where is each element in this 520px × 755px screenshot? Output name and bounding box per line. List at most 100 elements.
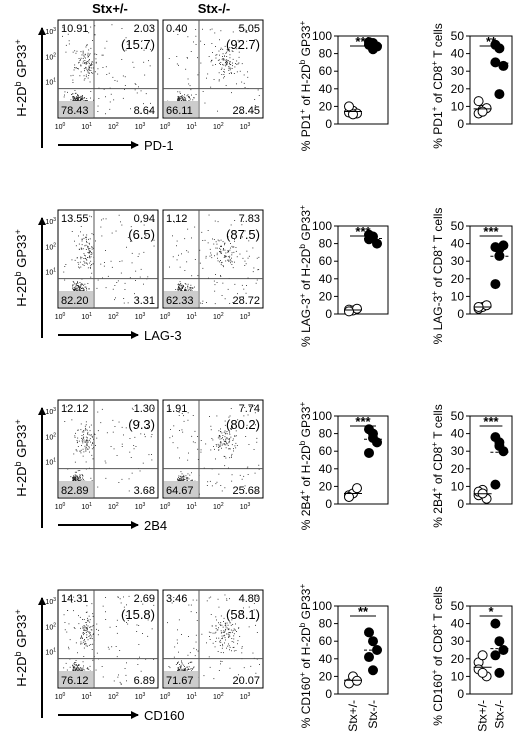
density-dot	[87, 668, 89, 670]
density-dot	[239, 636, 241, 637]
density-dot	[74, 474, 76, 476]
density-dot	[87, 283, 89, 284]
density-dot	[227, 633, 229, 635]
density-dot	[256, 596, 258, 597]
tick-base: 10	[45, 29, 53, 36]
density-dot	[72, 289, 74, 290]
density-dot	[181, 663, 183, 665]
density-dot	[80, 286, 82, 288]
density-dot	[233, 641, 235, 643]
density-dot	[187, 78, 189, 80]
density-dot	[236, 60, 238, 62]
density-dot	[243, 607, 244, 609]
density-dot	[225, 639, 226, 641]
density-dot	[227, 60, 229, 62]
density-dot	[73, 479, 75, 481]
density-dot	[225, 52, 227, 54]
density-dot	[202, 240, 204, 241]
density-dot	[80, 641, 82, 643]
density-dot	[219, 39, 220, 41]
superscript: b	[297, 59, 307, 64]
density-dot	[135, 84, 137, 85]
label-part: % CD160	[431, 674, 445, 726]
density-dot	[231, 456, 232, 458]
density-dot	[217, 239, 219, 241]
significance-stars: ***	[355, 224, 371, 239]
density-dot	[187, 668, 189, 670]
density-dot	[220, 630, 222, 632]
density-dot	[220, 260, 221, 261]
density-dot	[224, 634, 226, 636]
density-dot	[222, 626, 224, 628]
density-dot	[208, 631, 210, 633]
density-dot	[105, 462, 107, 464]
density-dot	[93, 438, 94, 440]
density-dot	[81, 668, 83, 670]
label-part: of H-2D	[299, 627, 313, 672]
density-dot	[80, 423, 82, 425]
density-dot	[254, 412, 256, 414]
density-dot	[228, 637, 230, 638]
density-dot	[83, 656, 85, 657]
tick-exponent: 2	[116, 692, 119, 698]
density-dot	[216, 629, 218, 631]
density-dot	[85, 627, 87, 629]
density-dot	[75, 432, 76, 434]
density-dot	[77, 479, 78, 481]
density-dot	[85, 450, 87, 452]
density-dot	[256, 598, 258, 600]
density-dot	[222, 443, 224, 445]
density-dot	[85, 286, 87, 288]
density-dot	[234, 66, 236, 68]
density-dot	[68, 623, 70, 625]
density-dot	[116, 282, 118, 283]
density-dot	[181, 669, 183, 671]
quadrant-value: 0.40	[166, 23, 187, 35]
density-dot	[125, 49, 127, 51]
density-dot	[83, 55, 85, 57]
density-dot	[78, 615, 79, 617]
density-dot	[192, 99, 194, 101]
density-dot	[80, 97, 82, 99]
density-dot	[169, 409, 171, 411]
density-dot	[228, 628, 230, 630]
density-dot	[234, 261, 235, 263]
density-dot	[133, 448, 135, 450]
density-dot	[79, 75, 81, 77]
density-dot	[89, 256, 90, 258]
density-dot	[179, 99, 180, 101]
density-dot	[91, 246, 92, 248]
density-dot	[80, 597, 82, 599]
density-dot	[201, 633, 203, 635]
density-dot	[179, 457, 180, 459]
label-part: % 2B4	[431, 492, 445, 528]
density-dot	[245, 31, 247, 33]
density-dot	[188, 97, 190, 99]
density-dot	[86, 61, 88, 62]
density-dot	[76, 287, 78, 289]
density-dot	[185, 98, 187, 100]
density-dot	[85, 100, 87, 101]
density-dot	[221, 624, 223, 626]
density-dot	[178, 254, 179, 256]
density-dot	[187, 36, 189, 38]
density-dot	[69, 666, 71, 668]
density-dot	[167, 622, 168, 624]
density-dot	[136, 624, 138, 626]
density-dot	[120, 272, 122, 274]
density-dot	[76, 475, 78, 477]
density-dot	[242, 221, 244, 222]
density-dot	[91, 253, 93, 255]
density-dot	[115, 646, 117, 647]
density-dot	[85, 63, 87, 65]
density-dot	[102, 54, 104, 56]
superscript: b	[13, 81, 23, 86]
density-dot	[213, 239, 215, 240]
density-dot	[83, 640, 85, 641]
density-dot	[92, 72, 94, 74]
density-dot	[84, 283, 86, 285]
tick-exponent: 3	[143, 692, 146, 698]
density-dot	[83, 629, 84, 631]
density-dot	[77, 476, 78, 478]
data-point	[344, 491, 354, 502]
